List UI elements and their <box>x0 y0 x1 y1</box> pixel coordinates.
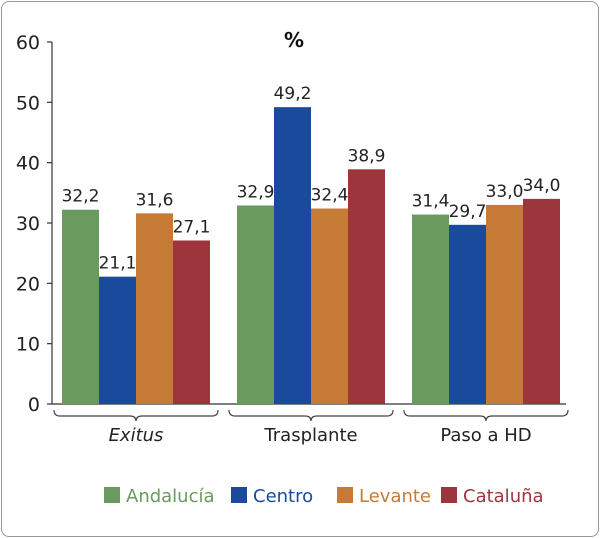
y-tick-label: 20 <box>16 273 40 295</box>
legend-swatch <box>104 487 120 503</box>
legend-swatch <box>441 487 457 503</box>
legend-swatch <box>337 487 353 503</box>
x-category-label: Paso a HD <box>440 425 531 446</box>
bar-value-label: 38,9 <box>348 146 386 166</box>
y-tick-label: 30 <box>16 213 40 235</box>
bar <box>486 204 523 404</box>
bar <box>412 214 449 404</box>
bar-value-label: 49,2 <box>274 84 312 104</box>
category-bracket <box>228 409 394 422</box>
y-tick-label: 40 <box>16 153 40 175</box>
bar <box>311 208 348 404</box>
legend-label: Levante <box>359 486 431 507</box>
bar-value-label: 32,9 <box>237 183 275 203</box>
x-category-label: Trasplante <box>263 425 357 446</box>
bar-value-label: 27,1 <box>173 217 211 237</box>
bar <box>274 107 311 404</box>
bar-value-label: 32,2 <box>62 187 100 207</box>
bar <box>173 240 210 404</box>
legend-label: Centro <box>253 486 313 507</box>
bar-value-label: 32,4 <box>311 186 349 206</box>
bar-value-label: 29,7 <box>449 202 487 222</box>
bar <box>449 224 486 404</box>
category-bracket <box>53 409 219 422</box>
y-tick-label: 10 <box>16 334 40 356</box>
chart-title: % <box>284 28 304 52</box>
x-category-label: Exitus <box>109 425 164 446</box>
y-tick-label: 50 <box>16 92 40 114</box>
bar <box>62 209 99 404</box>
legend-label: Andalucía <box>126 486 215 507</box>
y-tick-label: 60 <box>16 32 40 54</box>
legend-label: Cataluña <box>463 486 544 507</box>
bar-value-label: 31,4 <box>412 192 450 212</box>
legend-swatch <box>231 487 247 503</box>
bar <box>136 213 173 404</box>
bar-value-label: 34,0 <box>523 176 561 196</box>
bar <box>348 169 385 404</box>
y-tick-label: 0 <box>28 394 40 416</box>
bar-value-label: 21,1 <box>99 254 137 274</box>
bar-value-label: 31,6 <box>136 190 174 210</box>
category-bracket <box>403 409 569 422</box>
bar <box>523 198 560 404</box>
bar <box>237 205 274 404</box>
bar-value-label: 33,0 <box>486 182 524 202</box>
bar <box>99 276 136 404</box>
